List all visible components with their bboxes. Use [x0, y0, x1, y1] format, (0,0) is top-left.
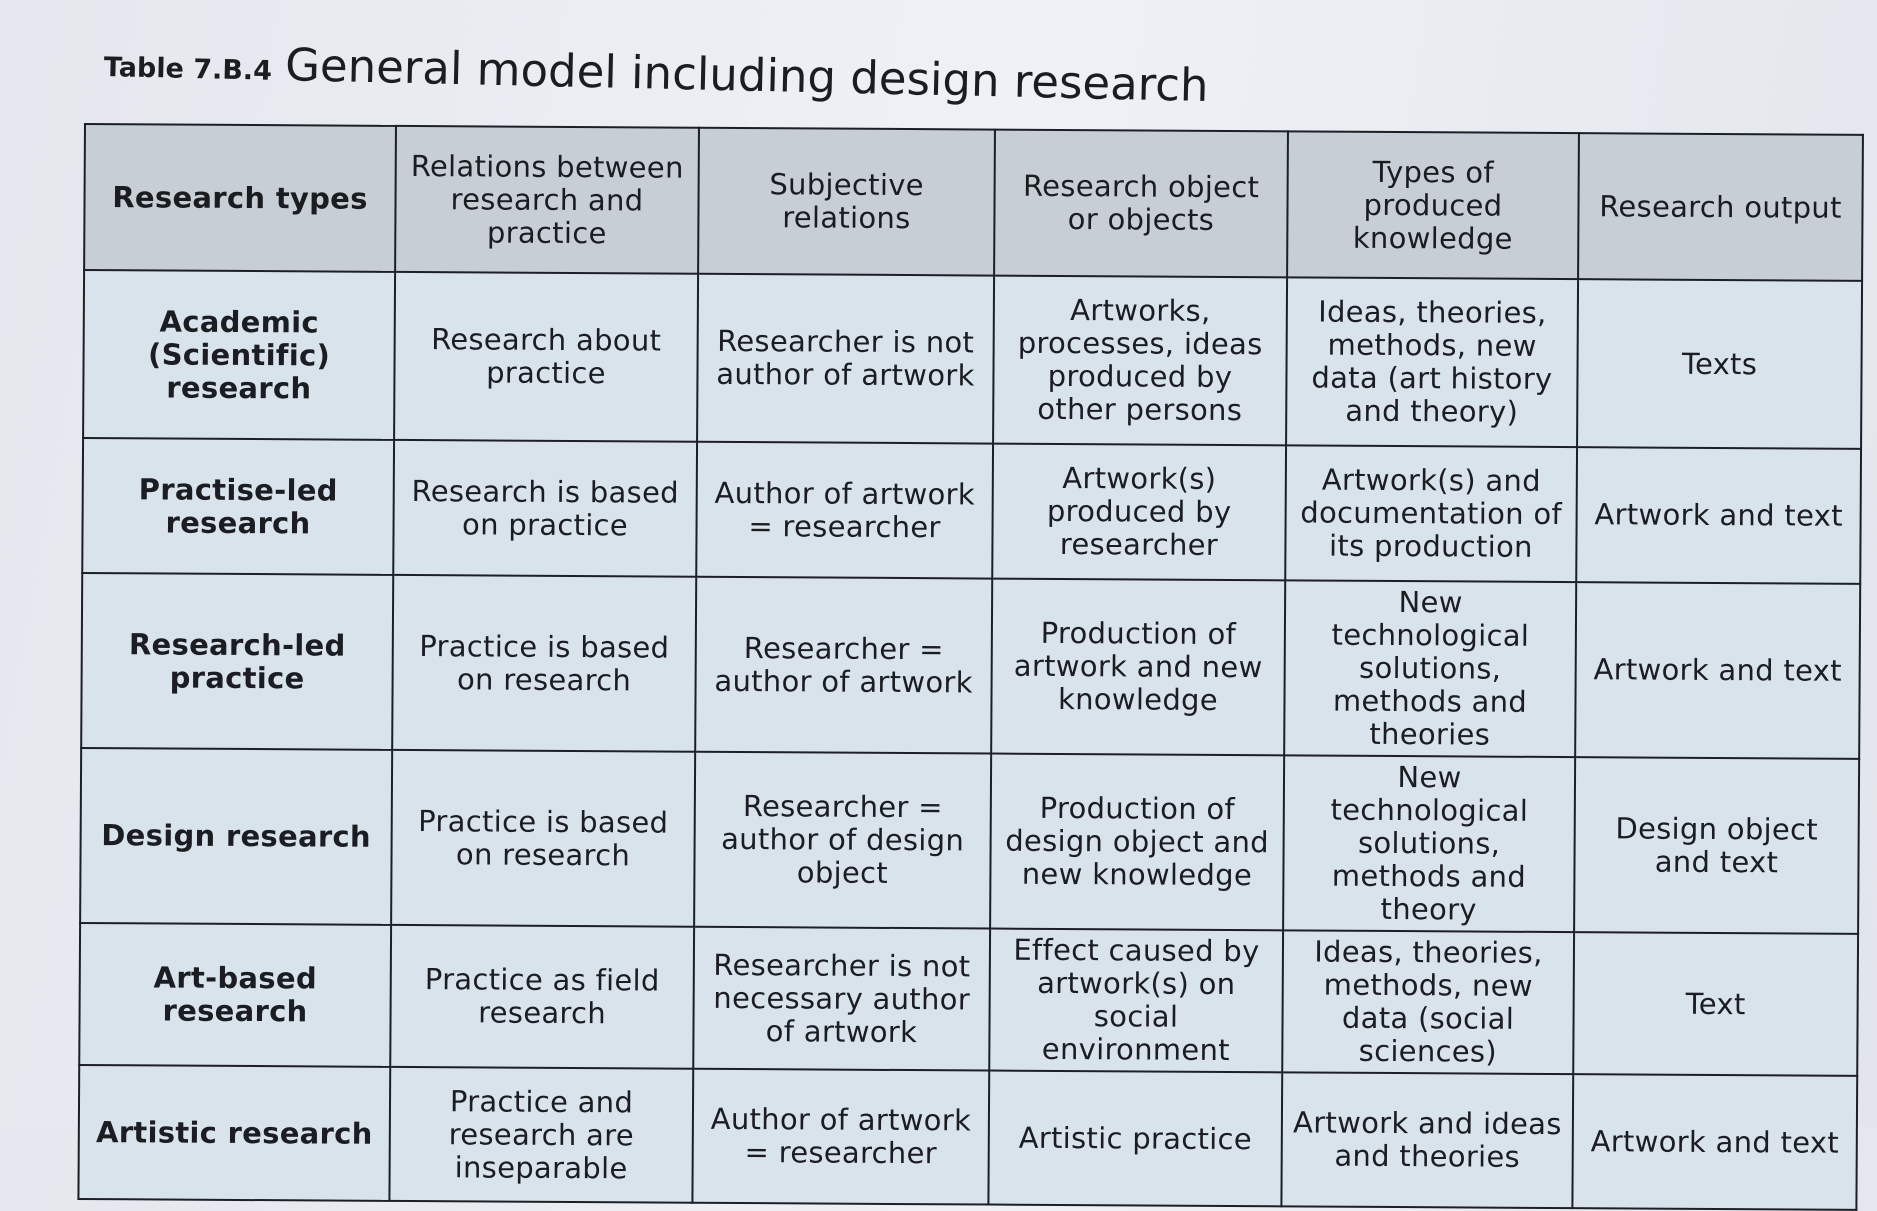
- row-header: Practise-led research: [82, 438, 395, 575]
- row-header: Research-led practice: [81, 572, 394, 750]
- table-cell: New technological solutions, methods and…: [1283, 755, 1576, 933]
- table-cell: Practice and research are inseparable: [389, 1066, 694, 1203]
- table-cell: Research about practice: [394, 271, 699, 442]
- table-cell: Practice is based on research: [392, 574, 697, 752]
- table-cell: Ideas, theories, methods, new data (soci…: [1282, 930, 1575, 1075]
- table-cell: Text: [1573, 932, 1859, 1076]
- table-cell: Research is based on practice: [393, 439, 698, 577]
- row-header: Art-based research: [79, 922, 392, 1067]
- table-number: Table 7.B.4: [103, 52, 273, 87]
- research-model-table: Research types Relations between researc…: [77, 123, 1864, 1211]
- table-cell: Production of design object and new know…: [990, 753, 1285, 931]
- row-header: Academic (Scientific) research: [83, 270, 396, 440]
- table-cell: Practice is based on research: [391, 749, 696, 927]
- table-cell: Artwork and text: [1576, 447, 1862, 584]
- column-header: Research types: [84, 124, 396, 272]
- row-header: Design research: [80, 747, 393, 925]
- table-cell: Researcher = author of artwork: [695, 576, 993, 754]
- table-row: Research-led practice Practice is based …: [81, 572, 1861, 759]
- table-row: Practise-led research Research is based …: [82, 438, 1862, 584]
- table-cell: Artworks, processes, ideas produced by o…: [993, 275, 1288, 446]
- table-cell: Ideas, theories, methods, new data (art …: [1286, 277, 1579, 448]
- row-header: Artistic research: [78, 1064, 391, 1201]
- column-header: Types of produced knowledge: [1287, 131, 1579, 280]
- table-cell: Researcher is not author of artwork: [697, 273, 995, 444]
- table-row: Artistic research Practice and research …: [78, 1064, 1858, 1210]
- table-cell: Texts: [1577, 279, 1863, 449]
- table-cell: Artwork and ideas and theories: [1281, 1072, 1574, 1209]
- table-title: General model including design research: [284, 38, 1210, 113]
- table-cell: Production of artwork and new knowledge: [991, 578, 1286, 756]
- column-header: Research object or objects: [994, 129, 1288, 278]
- table-caption: Table 7.B.4 General model including desi…: [103, 34, 1209, 112]
- table-row: Art-based research Practice as field res…: [79, 922, 1859, 1076]
- table-cell: Artwork and text: [1575, 582, 1861, 759]
- column-header: Subjective relations: [698, 127, 995, 276]
- table-cell: Artwork and text: [1572, 1074, 1858, 1210]
- table-cell: Artwork(s) and documentation of its prod…: [1285, 445, 1578, 583]
- table-cell: Artistic practice: [988, 1070, 1283, 1207]
- table-cell: Effect caused by artwork(s) on social en…: [989, 928, 1284, 1073]
- table-cell: Artwork(s) produced by researcher: [992, 443, 1287, 581]
- table-row: Academic (Scientific) research Research …: [83, 270, 1863, 449]
- table-cell: Author of artwork = researcher: [692, 1068, 990, 1205]
- table-row: Design research Practice is based on res…: [80, 747, 1860, 934]
- table-cell: Design object and text: [1574, 757, 1860, 934]
- table-cell: Author of artwork = researcher: [696, 441, 994, 579]
- table-cell: Researcher = author of design object: [694, 751, 992, 929]
- table-cell: New technological solutions, methods and…: [1284, 580, 1577, 758]
- header-row: Research types Relations between researc…: [84, 124, 1863, 281]
- table-cell: Practice as field research: [390, 924, 695, 1069]
- column-header: Relations between research and practice: [395, 125, 699, 274]
- column-header: Research output: [1578, 133, 1863, 281]
- table-cell: Researcher is not necessary author of ar…: [693, 926, 991, 1071]
